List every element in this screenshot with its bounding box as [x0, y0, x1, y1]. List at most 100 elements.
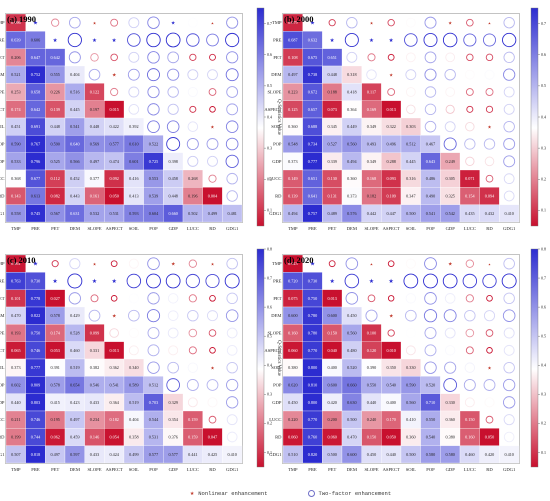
cell-value: 0.249 — [445, 159, 454, 164]
circle-icon — [90, 294, 99, 303]
cell-value: 0.780 — [308, 313, 317, 318]
col-label: TMP — [11, 226, 21, 231]
cell-value: 0.520 — [426, 383, 435, 388]
circle-icon — [147, 120, 160, 133]
circle-icon — [147, 51, 160, 64]
star-icon: ★ — [211, 263, 215, 267]
cell-value: 0.200 — [327, 417, 336, 422]
circle-icon — [466, 105, 474, 113]
circle-icon — [462, 273, 478, 289]
circle-icon — [187, 86, 198, 98]
cell-value: 0.777 — [31, 365, 40, 370]
cell-value: 0.760 — [308, 435, 317, 440]
row-label: RD — [275, 194, 282, 199]
colorbar-tick-label: 0.5 — [541, 83, 546, 88]
cell-value: 0.600 — [327, 383, 336, 388]
circle-icon — [147, 16, 160, 29]
cell-value: 0.643 — [426, 159, 435, 164]
cell-value: 0.541 — [109, 383, 118, 388]
cell-value: 0.161 — [90, 194, 99, 199]
cell-value: 0.099 — [90, 331, 99, 336]
circle-icon — [423, 32, 438, 48]
cell-value: 0.512 — [406, 142, 415, 147]
circle-icon — [483, 379, 496, 391]
circle-icon — [445, 52, 456, 63]
star-icon: ★ — [92, 37, 97, 44]
cell-value: 0.199 — [11, 435, 20, 440]
cell-value: 0.752 — [31, 72, 40, 77]
cell-value: 0.730 — [308, 279, 317, 284]
cell-value: 0.360 — [288, 124, 297, 129]
colorbar-tick-label: 0.8 — [267, 246, 272, 251]
circle-icon — [128, 258, 139, 269]
cell-value: 0.746 — [31, 348, 40, 353]
star-icon: ★ — [369, 37, 374, 44]
colorbar-tick-label: 0.1 — [267, 450, 272, 455]
cell-value: 0.139 — [50, 107, 59, 112]
col-label: ASPECT — [383, 226, 400, 231]
cell-value: 0.079 — [288, 20, 297, 25]
circle-icon — [485, 53, 494, 62]
cell-value: 0.778 — [31, 296, 40, 301]
star-icon: ★ — [488, 125, 492, 130]
cell-value: 0.206 — [11, 55, 20, 60]
col-label: ASPECT — [106, 467, 123, 472]
circle-icon — [225, 154, 239, 168]
cell-value: 0.710 — [426, 400, 435, 405]
cell-value: 0.441 — [188, 452, 197, 457]
circle-icon — [503, 292, 515, 305]
colorbar-tick-label: 0.6 — [541, 304, 546, 309]
row-label: TMP — [272, 261, 282, 266]
star-icon: ★ — [370, 263, 374, 267]
star-icon: ★ — [448, 262, 453, 268]
cell-value: 0.112 — [51, 176, 60, 181]
cell-value: 0.566 — [70, 159, 79, 164]
cell-value: 0.780 — [308, 331, 317, 336]
cell-value: 0.092 — [109, 176, 118, 181]
circle-icon — [464, 362, 476, 373]
circle-icon — [365, 309, 378, 322]
circle-icon — [503, 68, 516, 81]
cell-value: 0.360 — [445, 417, 454, 422]
circle-icon — [387, 260, 395, 267]
cell-value: 0.497 — [288, 72, 297, 77]
col-label: DEM — [70, 226, 80, 231]
cell-value: 0.470 — [347, 435, 356, 440]
cell-value: 0.558 — [11, 211, 20, 216]
circle-icon — [225, 309, 239, 322]
cell-value: 0.470 — [11, 313, 20, 318]
cell-value: 0.580 — [426, 452, 435, 457]
circle-icon — [168, 345, 179, 356]
cell-value: 0.550 — [367, 383, 376, 388]
cell-value: 0.130 — [327, 176, 336, 181]
cell-value: 0.560 — [406, 400, 415, 405]
row-label: POP — [273, 142, 282, 147]
circle-icon — [68, 51, 81, 64]
circle-icon — [226, 51, 239, 64]
circle-icon — [404, 309, 417, 322]
colorbar-tick-label: 0.6 — [267, 52, 272, 57]
colorbar-tick-label: 0.7 — [541, 275, 546, 280]
star-icon: ★ — [171, 262, 176, 268]
cell-value: 0.170 — [386, 417, 395, 422]
cell-value: 0.640 — [70, 142, 79, 147]
circle-icon — [424, 51, 437, 64]
circle-icon — [188, 328, 198, 338]
cell-value: 0.800 — [308, 400, 317, 405]
star-icon: ★ — [330, 37, 335, 44]
cell-value: 0.519 — [70, 365, 79, 370]
circle-icon — [206, 33, 219, 47]
colorbar-tick-label: 0.3 — [267, 145, 272, 150]
circle-icon — [387, 53, 395, 61]
circle-icon — [226, 103, 239, 116]
circle-icon — [403, 273, 419, 289]
cell-value: 0.578 — [50, 383, 59, 388]
cell-value: 0.443 — [70, 194, 79, 199]
cell-value: 0.639 — [11, 38, 20, 43]
circle-icon — [444, 345, 456, 356]
cell-value: 0.082 — [50, 194, 59, 199]
diagonal-cell — [499, 204, 520, 223]
cell-value: 0.531 — [149, 435, 158, 440]
cell-value: 0.647 — [31, 55, 40, 60]
